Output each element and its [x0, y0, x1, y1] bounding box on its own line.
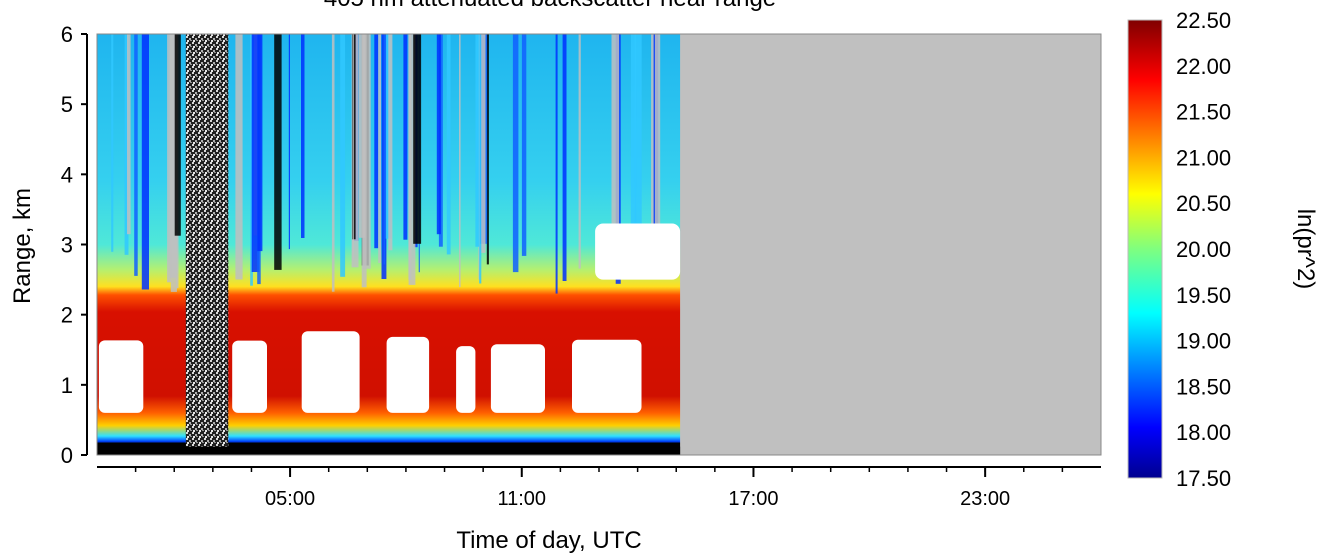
- colorbar-tick-label: 22.50: [1176, 8, 1231, 33]
- signal-streak: [403, 34, 408, 240]
- colorbar-tick-label: 20.00: [1176, 237, 1231, 262]
- signal-streak: [512, 34, 519, 273]
- signal-streak: [630, 34, 637, 252]
- signal-streak: [408, 34, 416, 285]
- colorbar-tick-label: 18.50: [1176, 374, 1231, 399]
- signal-streak: [362, 34, 371, 269]
- saturated-region: [456, 346, 476, 413]
- colorbar-tick-label: 21.50: [1176, 100, 1231, 125]
- y-axis: 0 1 2 3 4 5 6: [61, 22, 88, 468]
- colorbar-ticks: 17.50 18.00 18.50 19.00 19.50 20.00 20.50 21.00…: [1176, 8, 1231, 491]
- y-tick-label: 4: [61, 162, 73, 187]
- signal-streak: [408, 34, 412, 280]
- saturated-region: [386, 336, 430, 413]
- signal-streak: [134, 34, 138, 276]
- signal-streak: [459, 34, 461, 288]
- y-tick-label: 0: [61, 443, 73, 468]
- colorbar-tick-label: 18.00: [1176, 420, 1231, 445]
- x-axis: 05:00 11:00 17:00 23:00: [97, 466, 1101, 510]
- x-axis-label: Time of day, UTC: [456, 527, 641, 554]
- signal-streak: [521, 34, 527, 256]
- signal-streak: [486, 34, 489, 265]
- cloud-patch: [595, 223, 681, 280]
- signal-streak: [235, 34, 243, 280]
- signal-streak: [654, 34, 661, 274]
- signal-streak: [340, 34, 346, 277]
- signal-streak: [436, 34, 441, 235]
- saturated-region: [301, 331, 360, 413]
- signal-streak: [578, 34, 581, 269]
- x-tick-label: 17:00: [728, 488, 778, 510]
- noise-band: [185, 34, 229, 455]
- saturated-region: [98, 340, 144, 413]
- chart-title: 405 nm attenuated backscatter near range: [324, 0, 776, 12]
- colorbar-tick-label: 19.00: [1176, 329, 1231, 354]
- signal-streak: [274, 34, 282, 270]
- x-tick-label: 23:00: [960, 488, 1010, 510]
- signal-streak: [170, 34, 177, 292]
- saturated-region: [572, 339, 642, 413]
- signal-streak: [446, 34, 451, 255]
- signal-streak: [634, 34, 642, 256]
- signal-streak: [481, 34, 486, 253]
- signal-streak: [374, 34, 379, 249]
- signal-streak: [301, 34, 305, 238]
- y-tick-label: 1: [61, 373, 73, 398]
- signal-streak: [378, 34, 381, 263]
- colorbar-tick-label: 19.50: [1176, 283, 1231, 308]
- signal-streak: [111, 34, 114, 252]
- signal-streak: [479, 34, 482, 284]
- y-tick-label: 3: [61, 233, 73, 258]
- y-tick-label: 2: [61, 303, 73, 328]
- signal-streak: [562, 34, 567, 281]
- signal-streak: [257, 34, 263, 252]
- signal-streak: [352, 34, 354, 261]
- signal-streak: [141, 34, 149, 290]
- signal-streak: [555, 34, 558, 294]
- colorbar-tick-label: 22.00: [1176, 54, 1231, 79]
- saturated-region: [490, 344, 545, 413]
- colorbar-label: ln(pr^2): [1292, 209, 1319, 290]
- colorbar-tick-label: 20.50: [1176, 191, 1231, 216]
- plot-area: [97, 34, 1101, 455]
- signal-streak: [250, 34, 253, 286]
- signal-streak: [174, 34, 181, 236]
- x-tick-label: 11:00: [497, 488, 546, 510]
- signal-streak: [611, 34, 620, 237]
- signal-streak: [127, 34, 131, 235]
- signal-streak: [651, 34, 655, 264]
- y-tick-label: 5: [61, 92, 73, 117]
- signal-streak: [251, 34, 260, 272]
- colorbar: [1127, 19, 1163, 479]
- colorbar-tick-label: 17.50: [1176, 466, 1231, 491]
- signal-streak: [361, 34, 367, 288]
- plot-frame: [96, 33, 1102, 456]
- signal-streak: [475, 34, 480, 247]
- y-tick-label: 6: [61, 22, 73, 47]
- saturated-region: [232, 340, 267, 413]
- signal-streak: [288, 34, 290, 250]
- signal-streak: [124, 34, 129, 255]
- signal-streak: [383, 34, 385, 265]
- signal-streak: [478, 34, 480, 280]
- x-tick-label: 05:00: [265, 488, 315, 510]
- colorbar-tick-label: 21.00: [1176, 145, 1231, 170]
- signal-streak: [413, 34, 422, 244]
- surface-layer: [97, 446, 681, 455]
- signal-streak: [331, 34, 335, 292]
- y-axis-label: Range, km: [9, 188, 36, 304]
- signal-streak: [388, 34, 393, 251]
- signal-streak: [167, 34, 172, 283]
